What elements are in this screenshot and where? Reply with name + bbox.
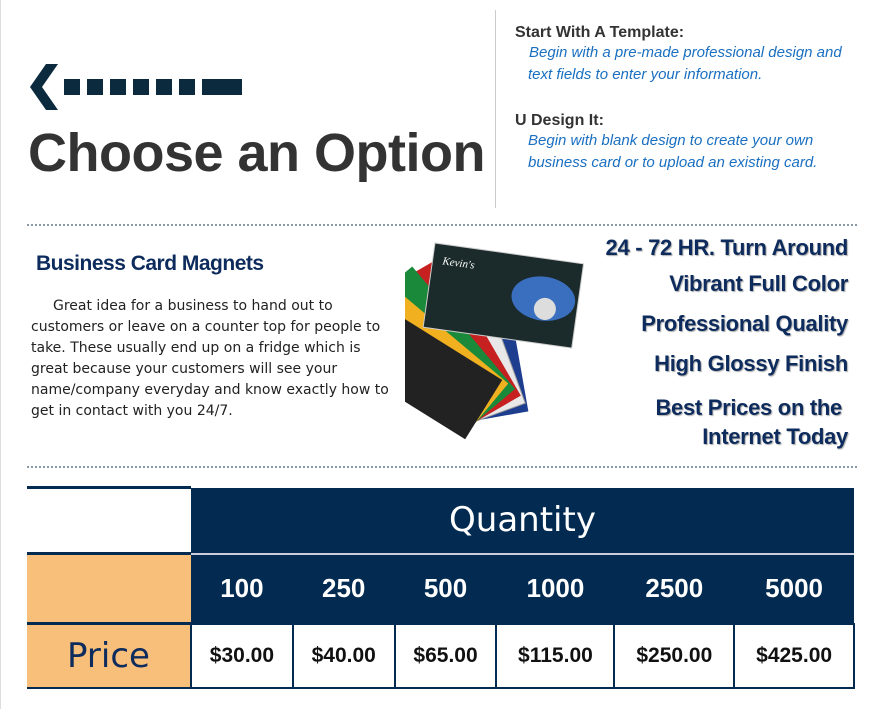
quantity-cell: 1000 [496,553,615,624]
option-text: business card or to upload an existing c… [528,154,818,171]
dotted-divider [27,466,857,468]
option-text: text fields to enter your information. [528,66,763,83]
svg-text:Kevin's: Kevin's [441,255,476,272]
option-text: Begin with a pre-made professional desig… [529,44,842,61]
feature-finish: High Glossy Finish [654,351,848,376]
feature-quality: Professional Quality [641,311,848,336]
dotted-divider [27,224,857,226]
feature-prices: Best Prices on the [655,395,842,420]
option-heading: U Design It [515,112,599,129]
product-name: Business Card Magnets [36,252,264,275]
quantity-cell: 5000 [734,553,854,624]
feature-prices-2: Internet Today [702,424,848,449]
feature-color: Vibrant Full Color [669,271,848,296]
empty-cell [27,486,191,554]
price-cell: $30.00 [190,622,294,689]
price-cell: $40.00 [291,622,396,689]
price-cell: $65.00 [393,622,498,689]
option-heading: Start With A Template [515,24,679,41]
option-u-design[interactable]: U Design It: Begin with blank design to … [515,112,817,174]
product-description: Great idea for a business to hand out to… [31,298,389,419]
quantity-cell: 100 [191,553,293,624]
price-label: Price [27,622,191,689]
business-card-magnets-fan-image: Kevin's [405,242,585,440]
feature-turnaround: 24 - 72 HR. Turn Around [605,235,849,260]
left-border [0,0,1,709]
quantity-cell: 250 [292,553,395,624]
quantity-cell: 500 [394,553,497,624]
price-cell: $115.00 [495,622,616,689]
option-template[interactable]: Start With A Template: Begin with a pre-… [515,24,842,86]
option-text: Begin with blank design to create your o… [528,132,814,149]
quantity-cell: 2500 [614,553,735,624]
price-cell: $250.00 [613,622,736,689]
divider [495,10,496,208]
page-title: Choose an Option [28,123,486,183]
left-arrow-dashed-icon [30,64,242,110]
price-cell: $425.00 [733,622,855,689]
quantity-header: Quantity [191,487,854,555]
pricing-table: Quantity 100 250 500 1000 2500 5000 Pric… [27,486,855,689]
orange-cell [27,552,191,624]
